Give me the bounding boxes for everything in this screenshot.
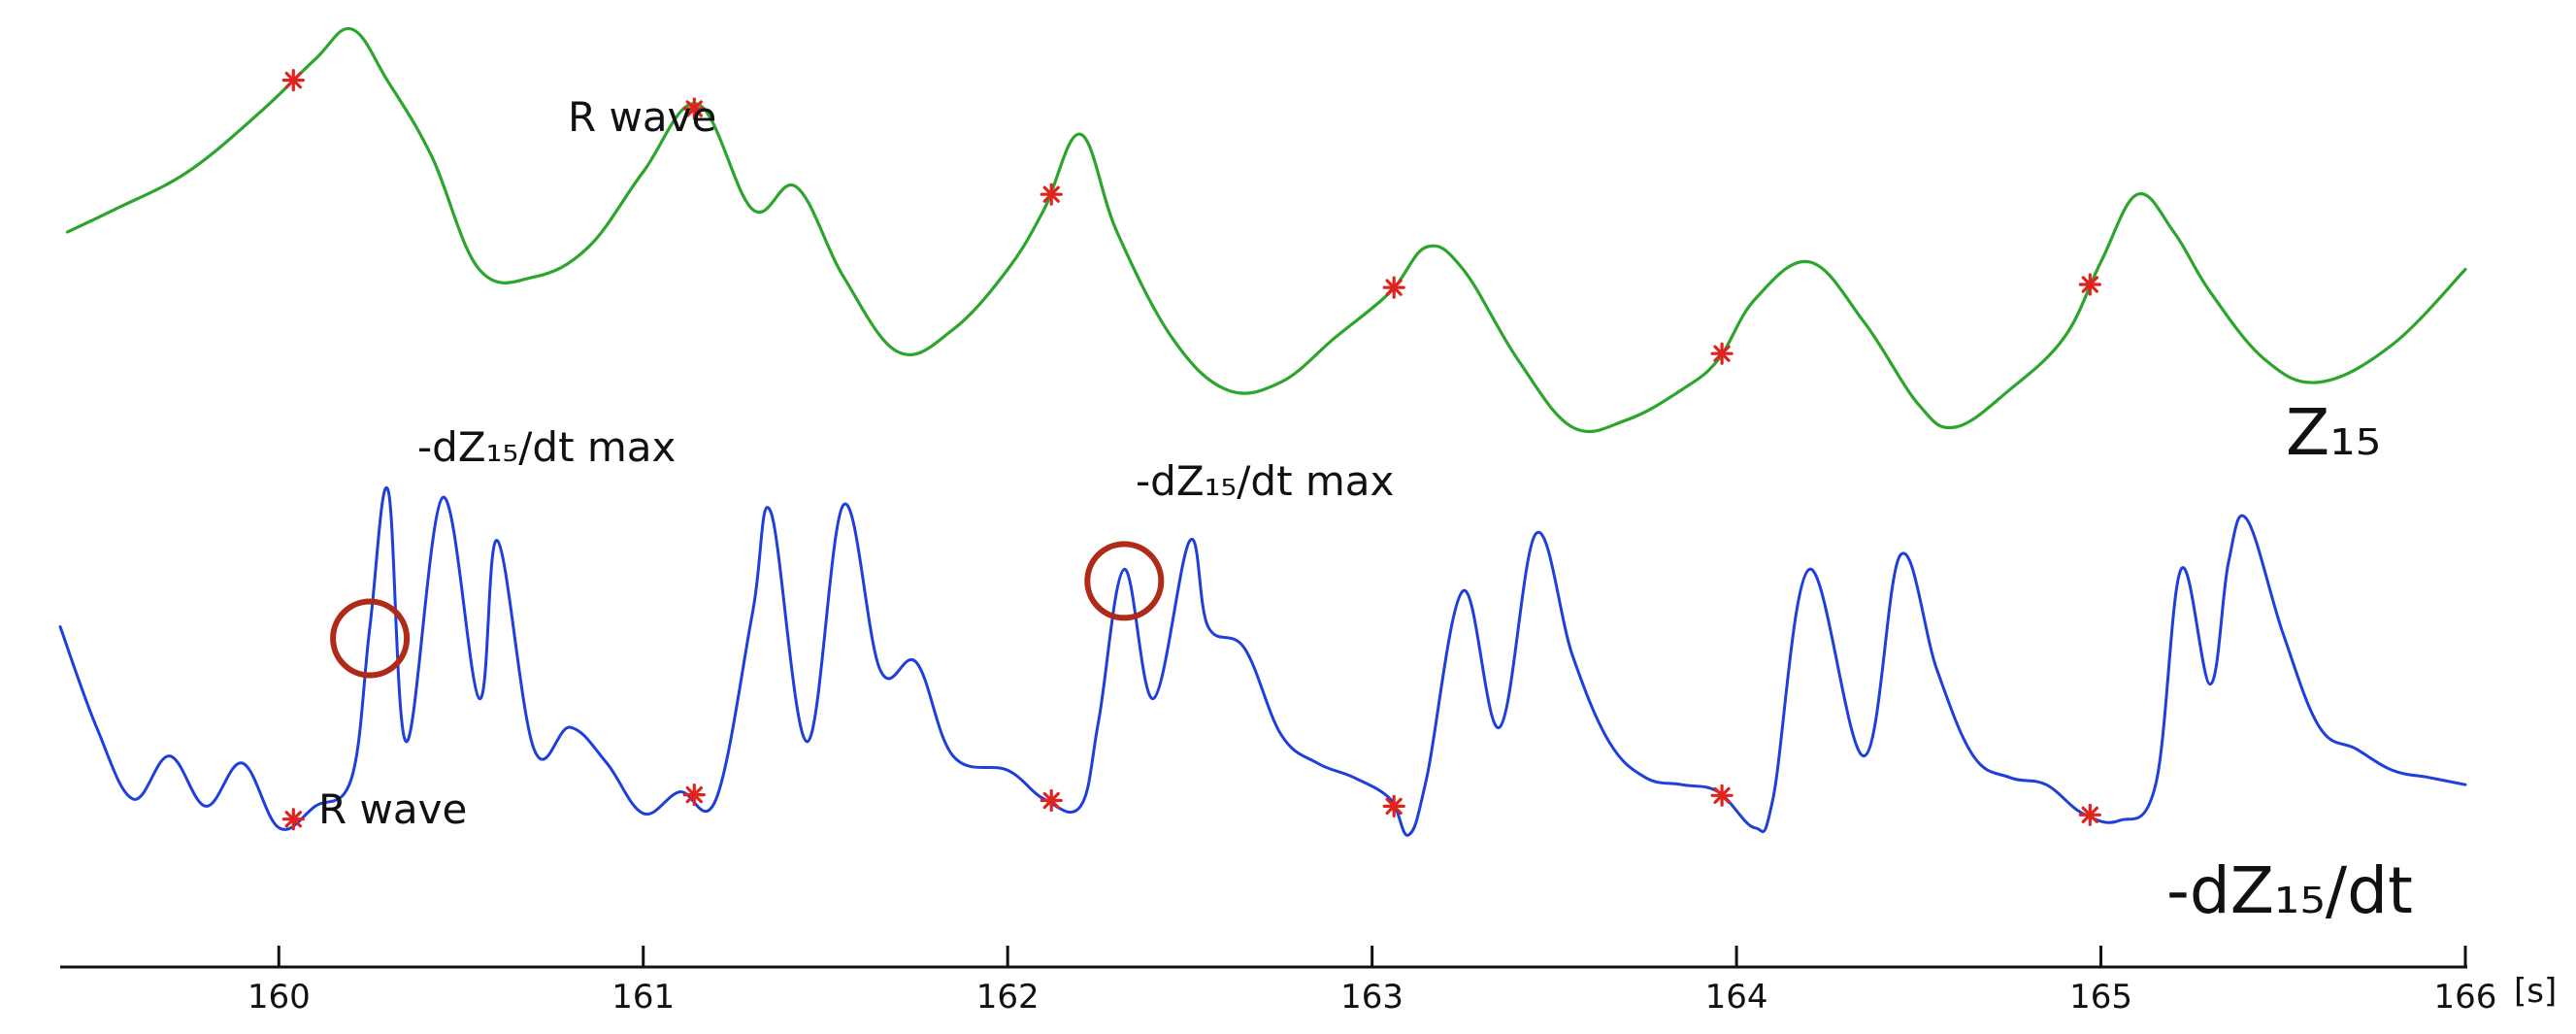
z15-line: [65, 26, 2467, 434]
r-wave-marker-z15-4: [1382, 276, 1405, 299]
x-tick-label-162: 162: [976, 978, 1040, 1017]
x-tick-label-160: 160: [248, 978, 311, 1017]
r-wave-markers: [281, 68, 2101, 831]
r-wave-marker-z15-5: [1710, 342, 1734, 365]
x-tick-label-164: 164: [1705, 978, 1768, 1017]
annotation-r-wave-bottom: R wave: [318, 785, 467, 833]
r-wave-marker-z15-1: [281, 68, 305, 92]
max-circle-2: [1084, 541, 1165, 621]
r-wave-marker-dzdt-2: [682, 783, 706, 807]
max-circles: [330, 541, 1165, 679]
r-wave-marker-z15-2: [682, 97, 706, 120]
annotation-r-wave-top: R wave: [568, 93, 716, 141]
r-wave-marker-z15-6: [2078, 273, 2101, 296]
r-wave-marker-dzdt-6: [2078, 803, 2101, 826]
r-wave-marker-dzdt-5: [1710, 784, 1734, 807]
x-tick-label-166: 166: [2434, 978, 2497, 1017]
r-wave-marker-dzdt-4: [1382, 794, 1405, 818]
dzdt-line: [58, 485, 2467, 837]
x-axis: 160 161 162 163 164 165 166: [60, 946, 2496, 1017]
r-wave-marker-dzdt-3: [1040, 788, 1063, 813]
r-wave-marker-dzdt-1: [281, 808, 305, 831]
max-circle-1: [330, 598, 411, 679]
series-label-dzdt: -dZ₁₅/dt: [2166, 853, 2413, 928]
x-tick-label-161: 161: [611, 978, 675, 1017]
x-tick-label-163: 163: [1340, 978, 1404, 1017]
annotation-dzdt-max-1: -dZ₁₅/dt max: [417, 423, 676, 471]
x-tick-label-165: 165: [2069, 978, 2132, 1017]
annotation-dzdt-max-2: -dZ₁₅/dt max: [1136, 457, 1394, 505]
r-wave-marker-z15-3: [1040, 183, 1063, 206]
x-unit-label: [s]: [2514, 972, 2557, 1011]
signal-lines: [58, 26, 2467, 837]
series-label-z15: Z₁₅: [2286, 395, 2381, 470]
